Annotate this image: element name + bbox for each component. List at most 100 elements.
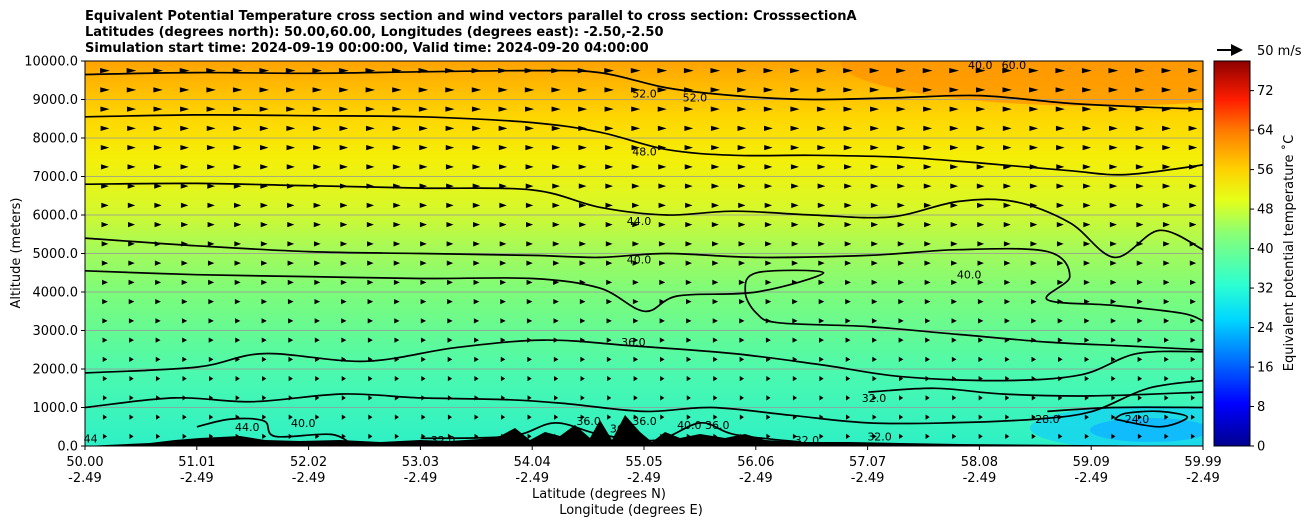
wind-vector [420,299,427,305]
wind-vector [871,241,878,247]
wind-vector [898,337,904,343]
wind-vector [233,106,243,112]
wind-vector [1084,318,1090,324]
wind-vector [792,433,797,439]
wind-vector [500,279,507,285]
wind-vector [392,164,401,170]
wind-vector [208,279,215,285]
wind-vector [551,125,561,131]
wind-vector [367,337,373,343]
wind-vector [286,164,295,170]
wind-vector [154,183,162,189]
wind-vector [923,106,933,112]
wind-vector [711,164,720,170]
isoline [85,114,1203,176]
isoline [85,339,1203,382]
wind-vector [288,376,293,382]
wind-vector [100,68,110,74]
contour-label: 40.0 [627,253,652,266]
wind-vector [579,222,587,228]
wind-vector [1135,87,1145,93]
wind-vector [606,356,612,362]
x-tick-label-lat: 52.02 [290,455,327,470]
wind-vector [340,279,347,285]
quiver-key-label: 50 m/s [1257,44,1302,59]
wind-vector [154,260,162,266]
wind-vector [1190,279,1196,285]
wind-vector [1081,68,1092,74]
wind-vector [685,260,692,266]
wind-vector [1163,279,1170,285]
wind-vector [473,299,480,305]
wind-vector [261,356,267,362]
wind-vector [1111,356,1116,362]
wind-vector [393,279,400,285]
wind-vector [501,414,506,420]
wind-vector [153,106,163,112]
wind-vector [631,106,641,112]
wind-vector [394,299,400,305]
wind-vector [1002,87,1012,93]
wind-vector [817,125,826,131]
wind-vector [499,164,508,170]
wind-vector [1136,260,1144,266]
wind-vector [845,395,851,401]
y-tick-label: 3000.0 [33,324,79,339]
wind-vector [870,202,879,208]
wind-vector [553,299,559,305]
wind-vector [660,414,665,420]
wind-vector [1109,202,1118,208]
contour-label: 24.0 [1125,413,1150,426]
wind-vector [393,260,401,266]
wind-vector [738,202,746,208]
wind-vector [685,222,693,228]
contour-label: 52.0 [632,88,657,101]
wind-vector [1028,68,1039,74]
wind-vector [181,299,188,305]
wind-vector [950,202,958,208]
wind-vector [1056,202,1065,208]
wind-vector [129,433,134,439]
wind-vector [657,125,667,131]
wind-vector [447,299,453,305]
isoline [85,182,1203,259]
wind-vector [445,125,455,131]
wind-vector [1135,125,1145,131]
wind-vector [392,125,402,131]
wind-vector [1136,241,1144,247]
wind-vector [869,68,880,74]
wind-vector [1163,260,1170,266]
wind-vector [951,260,958,266]
wind-vector [712,299,719,305]
wind-vector [792,299,798,305]
wind-vector [127,145,136,151]
wind-vector [155,356,161,362]
wind-vector [339,106,349,112]
wind-vector [604,106,614,112]
wind-vector [474,337,479,343]
wind-vector [181,222,189,228]
wind-vector [1190,337,1196,343]
wind-vector [1029,125,1039,131]
wind-vector [764,164,773,170]
wind-vector [286,125,296,131]
wind-vector [156,414,161,420]
wind-vector [632,279,639,285]
wind-vector [819,433,824,439]
wind-vector [447,356,453,362]
wind-vector [1082,106,1092,112]
wind-vector [1005,395,1010,401]
wind-vector [554,376,559,382]
wind-vector [287,299,294,305]
wind-vector [233,164,242,170]
wind-vector [551,145,561,151]
wind-vector [1136,222,1144,228]
wind-vector [872,356,877,362]
y-tick-label: 10000.0 [24,55,78,70]
wind-vector [845,433,851,439]
wind-vector [1110,337,1116,343]
wind-vector [951,279,958,285]
wind-vector [1189,260,1197,266]
wind-vector [580,395,585,401]
wind-vector [525,125,534,131]
